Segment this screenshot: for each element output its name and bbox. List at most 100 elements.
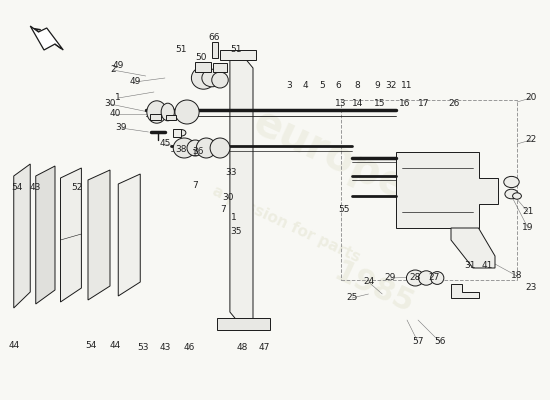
Text: 19: 19 (522, 224, 534, 232)
Text: 36: 36 (192, 148, 204, 156)
Text: 54: 54 (11, 184, 22, 192)
Text: 38: 38 (176, 146, 187, 154)
Text: 27: 27 (429, 274, 440, 282)
Text: 7: 7 (192, 182, 198, 190)
Text: 25: 25 (346, 294, 358, 302)
Text: 3: 3 (286, 82, 292, 90)
Text: 13: 13 (336, 100, 346, 108)
Polygon shape (451, 284, 478, 298)
Ellipse shape (202, 69, 222, 87)
Ellipse shape (212, 72, 228, 88)
Text: 40: 40 (110, 110, 121, 118)
Polygon shape (396, 152, 498, 228)
Circle shape (504, 176, 519, 188)
Text: 43: 43 (30, 184, 41, 192)
Text: 44: 44 (110, 342, 121, 350)
Text: 18: 18 (512, 272, 522, 280)
Ellipse shape (173, 138, 195, 158)
Ellipse shape (187, 140, 204, 156)
Bar (166, 115, 176, 120)
Text: 20: 20 (525, 94, 536, 102)
Text: 17: 17 (418, 100, 429, 108)
Text: 53: 53 (138, 344, 148, 352)
Circle shape (177, 130, 186, 136)
Circle shape (505, 189, 518, 199)
Text: 8: 8 (355, 82, 360, 90)
Text: 45: 45 (160, 140, 170, 148)
Bar (173, 129, 181, 137)
Text: 35: 35 (231, 228, 242, 236)
Ellipse shape (191, 67, 216, 89)
Text: 51: 51 (231, 46, 242, 54)
Polygon shape (451, 228, 495, 268)
Polygon shape (118, 174, 140, 296)
Text: 14: 14 (352, 100, 363, 108)
Text: 11: 11 (402, 82, 412, 90)
Polygon shape (14, 164, 30, 308)
Text: 9: 9 (374, 82, 379, 90)
Text: 48: 48 (236, 344, 248, 352)
Ellipse shape (406, 270, 424, 286)
Text: 66: 66 (209, 34, 220, 42)
Text: 57: 57 (412, 338, 424, 346)
Ellipse shape (431, 272, 444, 284)
Text: 6: 6 (336, 82, 341, 90)
Polygon shape (88, 170, 110, 300)
Text: 49: 49 (113, 62, 124, 70)
Text: 26: 26 (448, 100, 459, 108)
Text: 49: 49 (129, 78, 140, 86)
Text: 50: 50 (195, 54, 206, 62)
Text: a passion for parts: a passion for parts (210, 183, 362, 265)
Text: 41: 41 (481, 262, 492, 270)
Text: 29: 29 (385, 274, 396, 282)
Bar (150, 114, 161, 120)
Text: 1985: 1985 (329, 257, 419, 319)
Bar (212, 42, 218, 58)
Ellipse shape (175, 100, 199, 124)
Text: 46: 46 (184, 344, 195, 352)
Text: 16: 16 (399, 100, 410, 108)
Text: 31: 31 (465, 262, 476, 270)
Text: 39: 39 (116, 124, 127, 132)
Text: 55: 55 (338, 206, 349, 214)
Text: 56: 56 (434, 338, 446, 346)
Ellipse shape (196, 138, 216, 158)
Text: 4: 4 (302, 82, 308, 90)
Text: 43: 43 (160, 344, 170, 352)
Ellipse shape (161, 103, 174, 121)
Polygon shape (30, 26, 63, 50)
Polygon shape (36, 166, 55, 304)
Text: 44: 44 (8, 342, 19, 350)
Text: 24: 24 (363, 278, 374, 286)
Text: 21: 21 (522, 208, 534, 216)
Circle shape (513, 193, 521, 199)
Ellipse shape (419, 271, 434, 285)
Text: 33: 33 (226, 168, 236, 176)
Text: 52: 52 (72, 184, 82, 192)
Polygon shape (220, 50, 256, 60)
Ellipse shape (147, 101, 167, 123)
Text: 7: 7 (220, 206, 225, 214)
Text: 22: 22 (525, 136, 536, 144)
Text: 51: 51 (176, 46, 187, 54)
Text: europes: europes (246, 101, 436, 219)
Text: 47: 47 (258, 344, 270, 352)
Text: 23: 23 (525, 284, 536, 292)
Text: 28: 28 (410, 274, 421, 282)
Polygon shape (60, 168, 81, 302)
Text: 5: 5 (319, 82, 324, 90)
Text: 30: 30 (104, 100, 116, 108)
Bar (195, 62, 211, 72)
Bar (213, 63, 227, 72)
Text: 32: 32 (385, 82, 396, 90)
Text: 15: 15 (374, 100, 385, 108)
Text: 1: 1 (116, 94, 121, 102)
Polygon shape (230, 52, 253, 320)
Ellipse shape (210, 138, 230, 158)
Text: 2: 2 (110, 66, 115, 74)
Text: 54: 54 (85, 342, 96, 350)
Polygon shape (217, 318, 270, 330)
Text: 1: 1 (192, 150, 198, 158)
Text: 1: 1 (231, 214, 236, 222)
Text: 30: 30 (223, 194, 234, 202)
